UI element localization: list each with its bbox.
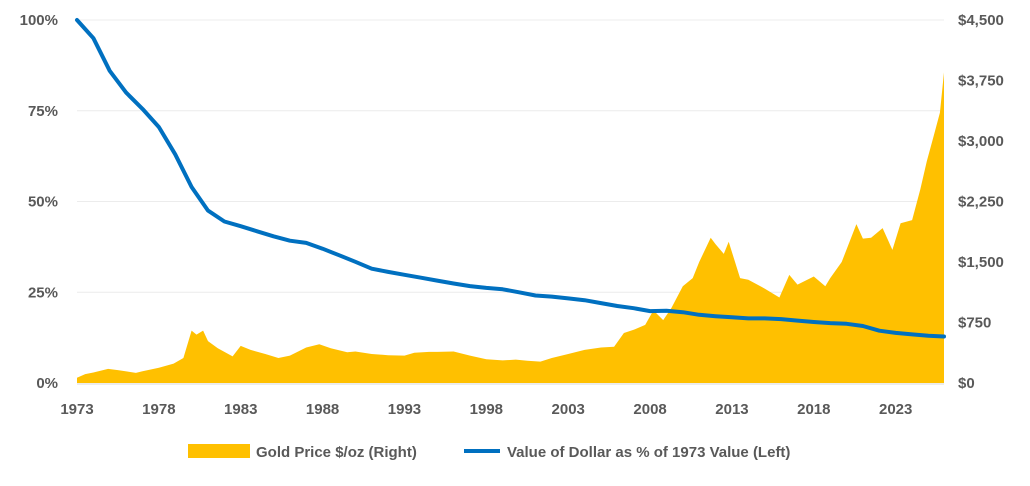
right-y-tick-label: $4,500: [958, 12, 1004, 29]
right-y-tick-label: $2,250: [958, 194, 1004, 211]
right-y-tick-label: $3,750: [958, 73, 1004, 90]
x-tick-label: 1978: [142, 401, 175, 418]
legend-swatch-gold: [188, 444, 250, 458]
x-tick-label: 2008: [633, 401, 666, 418]
left-y-tick-label: 75%: [28, 103, 58, 120]
left-y-tick-label: 25%: [28, 284, 58, 301]
gold-price-area: [77, 72, 944, 384]
x-tick-label: 2023: [879, 401, 912, 418]
x-axis-ticks: 1973 1978 1983 1988 1993 1998 2003 2008 2013 2018…: [60, 401, 912, 418]
left-y-tick-label: 0%: [36, 375, 58, 392]
right-y-tick-label: $750: [958, 315, 991, 332]
gold-price-area-series: [77, 72, 944, 384]
x-tick-label: 2018: [797, 401, 830, 418]
dollar-value-line: [75, 18, 946, 339]
right-y-tick-label: $0: [958, 375, 975, 392]
x-tick-label: 2003: [552, 401, 585, 418]
left-y-tick-label: 50%: [28, 194, 58, 211]
legend: Gold Price $/oz (Right) Value of Dollar …: [188, 444, 790, 461]
dollar-value-line-series: [75, 18, 946, 339]
right-y-axis-ticks: $0 $750 $1,500 $2,250 $3,000 $3,750 $4,500: [958, 12, 1004, 392]
x-tick-label: 1983: [224, 401, 257, 418]
x-tick-label: 1973: [60, 401, 93, 418]
legend-label-dollar: Value of Dollar as % of 1973 Value (Left…: [507, 444, 790, 461]
x-tick-label: 2013: [715, 401, 748, 418]
right-y-tick-label: $1,500: [958, 254, 1004, 271]
left-y-tick-label: 100%: [20, 12, 58, 29]
legend-label-gold: Gold Price $/oz (Right): [256, 444, 417, 461]
x-tick-label: 1998: [470, 401, 503, 418]
right-y-tick-label: $3,000: [958, 133, 1004, 150]
x-tick-label: 1993: [388, 401, 421, 418]
x-tick-label: 1988: [306, 401, 339, 418]
left-y-axis-ticks: 0% 25% 50% 75% 100%: [20, 12, 58, 392]
